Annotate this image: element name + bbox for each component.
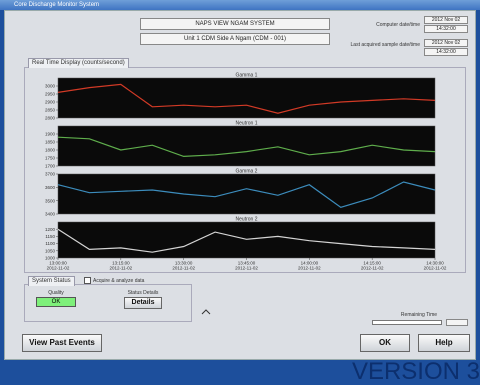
details-label: Status Details <box>127 290 159 296</box>
view-past-events-button[interactable]: View Past Events <box>22 334 102 352</box>
version-label: VERSION 3 <box>351 358 480 385</box>
x-tick-date: 2012-11-02 <box>109 266 132 271</box>
x-tick-label: 13:00:00 <box>49 261 67 266</box>
y-tick-label: 1000 <box>45 256 56 261</box>
y-tick-label: 2950 <box>45 92 56 97</box>
computer-date: 2012 Nov 02 <box>424 16 468 24</box>
y-tick-label: 3000 <box>45 84 56 89</box>
chart-frame <box>24 67 466 273</box>
quality-value: OK <box>36 297 76 307</box>
y-tick-label: 2850 <box>45 108 56 113</box>
last-sample-time: 14:32:00 <box>424 48 468 56</box>
ok-button[interactable]: OK <box>360 334 410 352</box>
chart-tab[interactable]: Real Time Display (counts/second) <box>28 58 129 68</box>
status-tab[interactable]: System Status <box>28 276 75 286</box>
details-button[interactable]: Details <box>124 297 162 309</box>
help-button[interactable]: Help <box>418 334 470 352</box>
y-tick-label: 2800 <box>45 116 56 121</box>
data-line <box>57 136 436 158</box>
computer-time-label: Computer date/time <box>376 22 420 28</box>
checkbox-label: Acquire & analyze data <box>93 277 145 284</box>
data-line <box>57 181 436 208</box>
caret-icon[interactable] <box>200 308 212 316</box>
x-tick-label: 13:45:00 <box>238 261 256 266</box>
chart-title: Gamma 1 <box>236 73 258 79</box>
x-tick-label: 13:30:00 <box>175 261 193 266</box>
y-tick-label: 3400 <box>45 212 56 217</box>
plot-area <box>57 125 436 167</box>
x-tick-label: 14:30:00 <box>426 261 444 266</box>
status-frame <box>24 284 192 322</box>
x-tick-label: 14:15:00 <box>363 261 381 266</box>
y-tick-label: 1900 <box>45 132 56 137</box>
plot-area <box>57 173 436 215</box>
system-name: NAPS VIEW NGAM SYSTEM <box>140 18 330 30</box>
x-tick-date: 2012-11-02 <box>235 266 258 271</box>
chart-title: Gamma 2 <box>236 169 258 175</box>
y-tick-label: 3500 <box>45 198 56 203</box>
chart-title: Neutron 2 <box>236 217 258 223</box>
x-tick-date: 2012-11-02 <box>47 266 70 271</box>
charts: Gamma 1 2800 2850 2900 2950 3000 Neutron 1 1700… <box>45 73 447 271</box>
remaining-label: Remaining Time <box>400 312 438 318</box>
last-sample-label: Last acquired sample date/time <box>350 42 420 48</box>
plot-area <box>57 77 436 119</box>
last-sample-date: 2012 Nov 02 <box>424 39 468 47</box>
x-tick-date: 2012-11-02 <box>172 266 195 271</box>
quality-label: Quality <box>48 290 64 296</box>
x-tick-date: 2012-11-02 <box>298 266 321 271</box>
unit-name: Unit 1 CDM Side A Ngam (CDM - 001) <box>140 33 330 45</box>
remaining-value <box>446 319 468 326</box>
y-tick-label: 3700 <box>45 172 56 177</box>
chart-title: Neutron 1 <box>236 121 258 127</box>
y-tick-label: 1800 <box>45 148 56 153</box>
y-tick-label: 1050 <box>45 248 56 253</box>
x-tick-label: 14:00:00 <box>301 261 319 266</box>
y-tick-label: 1150 <box>45 234 55 239</box>
x-tick-date: 2012-11-02 <box>361 266 384 271</box>
plot-area <box>57 221 436 259</box>
checkbox[interactable] <box>84 277 91 284</box>
y-tick-label: 1750 <box>45 156 56 161</box>
y-tick-label: 3600 <box>45 185 56 190</box>
data-line <box>57 83 436 114</box>
computer-time: 14:32:00 <box>424 25 468 33</box>
remaining-bar <box>372 320 442 325</box>
data-line <box>57 228 436 253</box>
y-tick-label: 1100 <box>45 241 55 246</box>
y-tick-label: 1700 <box>45 164 56 169</box>
y-tick-label: 2900 <box>45 100 56 105</box>
window-title: Core Discharge Monitor System <box>0 0 480 10</box>
x-tick-label: 13:15:00 <box>112 261 130 266</box>
x-tick-date: 2012-11-02 <box>424 266 447 271</box>
acquire-checkbox[interactable]: Acquire & analyze data <box>84 277 144 285</box>
y-tick-label: 1850 <box>45 140 56 145</box>
y-tick-label: 1200 <box>45 227 56 232</box>
